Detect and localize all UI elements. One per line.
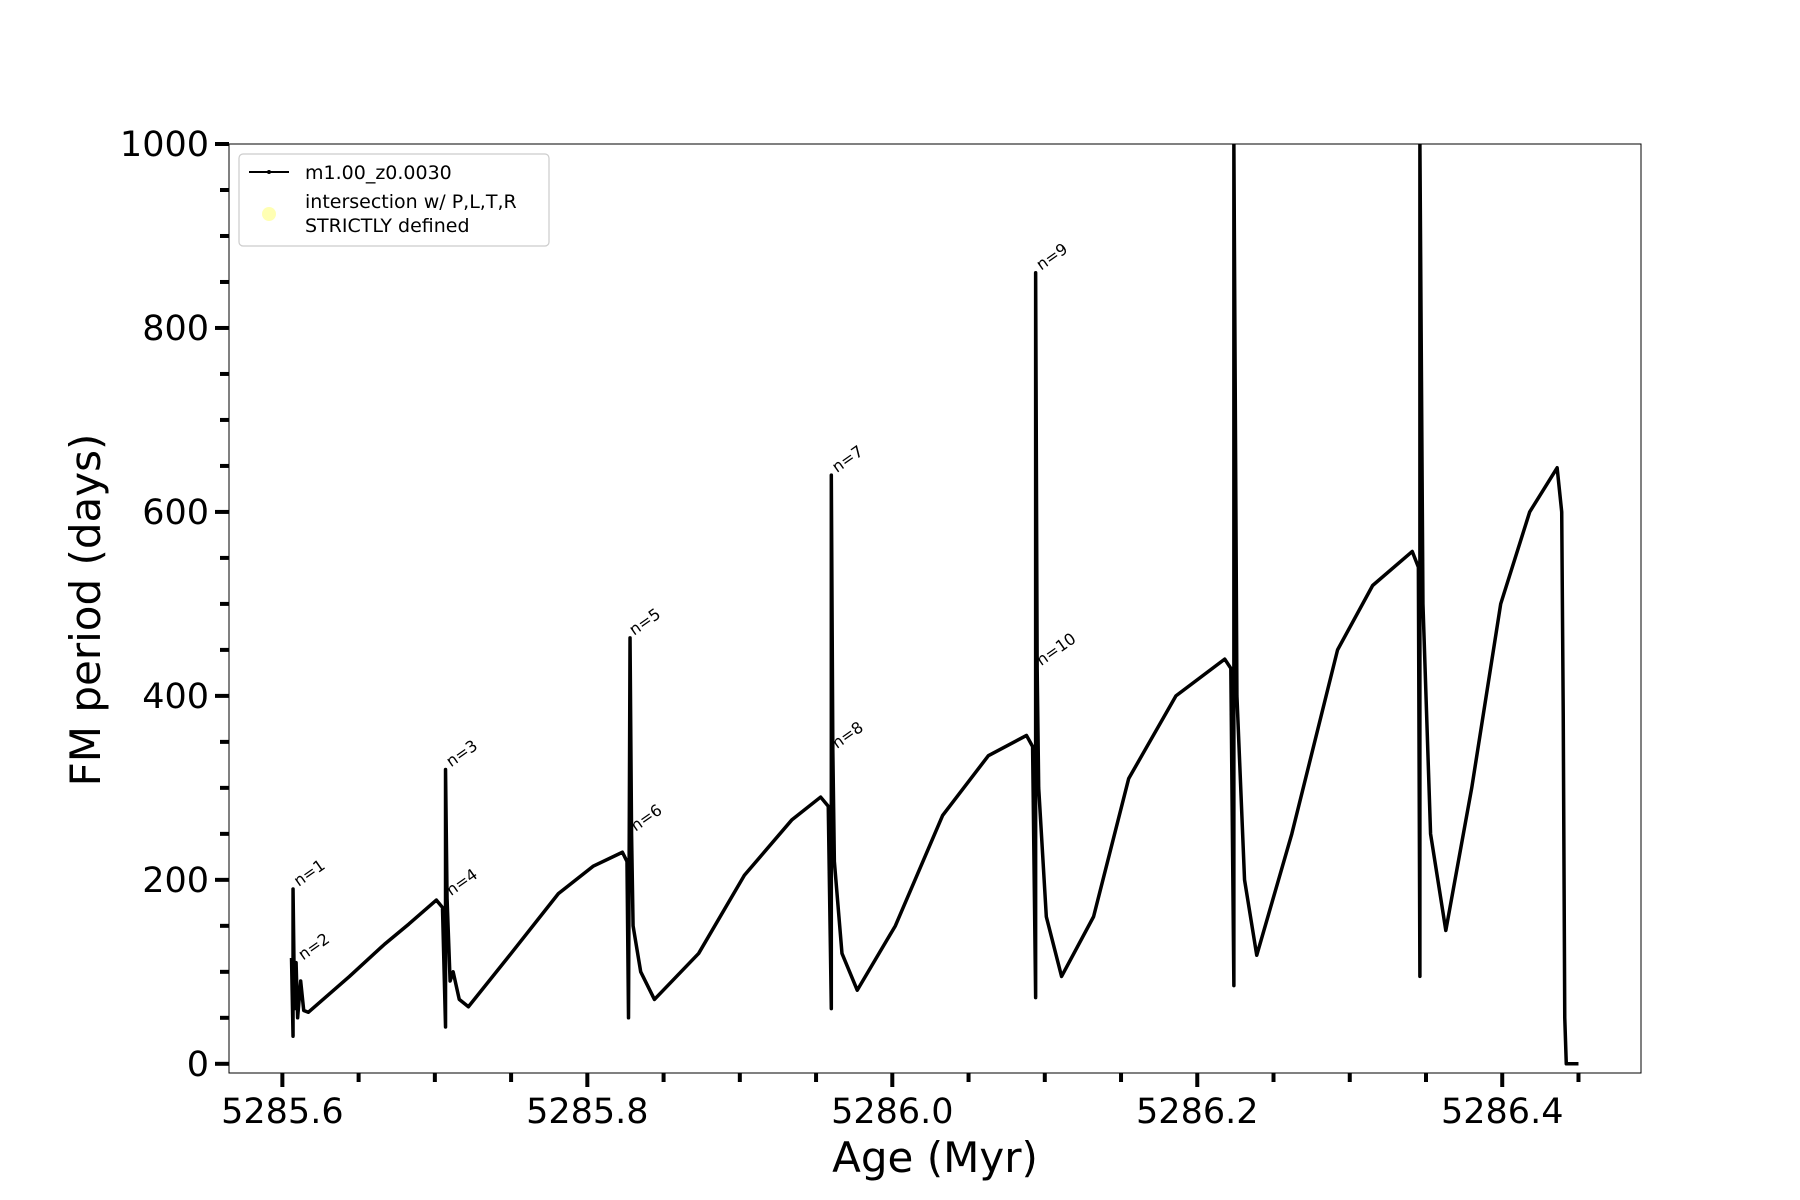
legend-marker — [267, 170, 271, 174]
y-tick-label: 600 — [142, 493, 209, 533]
y-axis-label: FM period (days) — [61, 434, 110, 787]
legend-label: intersection w/ P,L,T,R STRICTLY defined — [305, 191, 517, 237]
annotation: n=10 — [1033, 629, 1080, 670]
y-tick-label: 200 — [142, 861, 209, 901]
legend-marker — [262, 207, 276, 221]
x-tick-label: 5285.8 — [526, 1092, 648, 1132]
x-tick-label: 5285.6 — [221, 1092, 343, 1132]
y-tick-label: 1000 — [120, 125, 209, 165]
annotation: n=2 — [295, 929, 334, 964]
x-tick-label: 5286.0 — [831, 1092, 953, 1132]
x-tick-label: 5286.2 — [1136, 1092, 1258, 1132]
y-tick-label: 400 — [142, 677, 209, 717]
annotation: n=7 — [828, 441, 867, 476]
x-axis-label: Age (Myr) — [832, 1133, 1038, 1182]
y-tick-label: 800 — [142, 309, 209, 349]
y-tick-label: 0 — [187, 1045, 209, 1085]
annotation: n=5 — [625, 604, 664, 639]
annotation: n=3 — [442, 736, 481, 771]
annotation: n=1 — [290, 855, 329, 890]
legend-box — [238, 153, 550, 247]
data-line — [289, 144, 1579, 1066]
legend-label: m1.00_z0.0030 — [305, 162, 452, 184]
annotation: n=9 — [1033, 239, 1072, 274]
plot-area — [289, 144, 1579, 1066]
x-tick-label: 5286.4 — [1441, 1092, 1563, 1132]
plot-frame — [228, 143, 1642, 1074]
